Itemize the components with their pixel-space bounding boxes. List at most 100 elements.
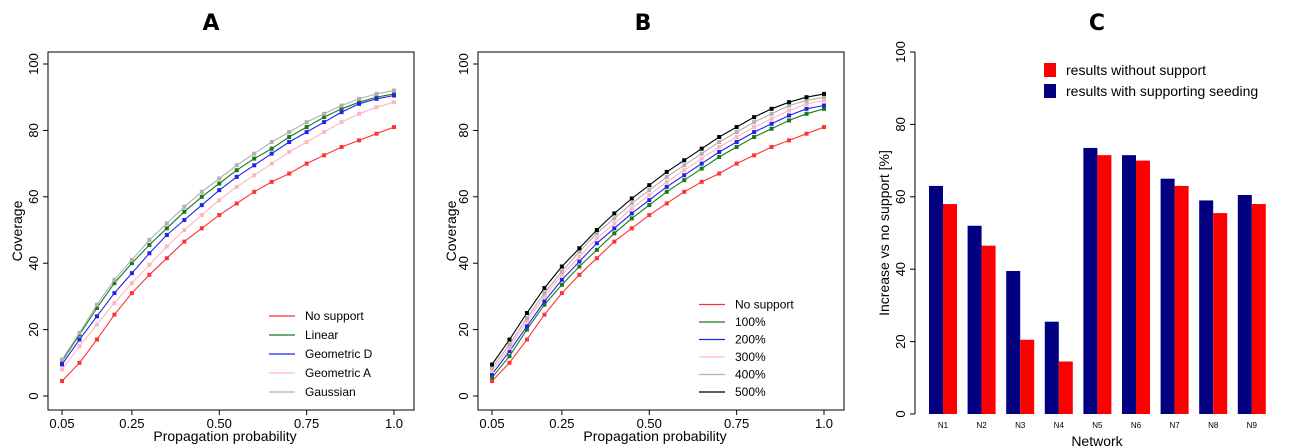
data-point	[787, 138, 792, 143]
data-point	[752, 135, 757, 140]
data-point	[357, 111, 362, 116]
data-point	[787, 113, 792, 118]
data-point	[199, 213, 204, 218]
data-point	[612, 239, 617, 244]
legend-label: 100%	[735, 315, 766, 329]
legend-label: 400%	[735, 368, 766, 382]
data-point	[559, 269, 564, 274]
data-point	[804, 101, 809, 106]
data-point	[647, 203, 652, 208]
x-tick-label: N4	[1054, 421, 1065, 430]
data-point	[164, 226, 169, 231]
data-point	[147, 237, 152, 242]
data-point	[182, 218, 187, 223]
data-point	[734, 125, 739, 130]
bar	[1160, 178, 1175, 414]
data-point	[682, 168, 687, 173]
data-point	[822, 95, 826, 100]
data-point	[524, 311, 529, 315]
bar	[1058, 361, 1073, 414]
series-line	[61, 90, 395, 360]
data-point	[234, 184, 239, 189]
legend-label: Linear	[305, 328, 338, 342]
data-point	[147, 262, 152, 267]
data-point	[612, 221, 617, 226]
data-point	[94, 322, 99, 327]
data-point	[734, 135, 739, 140]
data-point	[542, 286, 547, 291]
data-point	[269, 146, 274, 151]
data-point	[594, 256, 599, 261]
panel-c-x-axis: N1 N2 N3 N4 N5 N6 N7 N8 N9	[938, 421, 1258, 430]
data-point	[182, 228, 187, 232]
data-point	[304, 161, 309, 166]
data-point	[787, 118, 792, 123]
data-point	[717, 154, 722, 159]
y-tick-label: 20	[26, 322, 41, 336]
x-tick-label: 0.50	[207, 416, 232, 431]
data-point	[112, 277, 117, 282]
data-point	[822, 103, 826, 108]
data-point	[304, 130, 309, 135]
data-point	[77, 330, 82, 335]
bar	[967, 225, 982, 414]
data-point	[234, 201, 239, 206]
data-point	[664, 174, 669, 179]
legend-label: Gaussian	[305, 385, 356, 399]
data-point	[769, 126, 774, 131]
data-point	[164, 232, 169, 237]
x-tick-label: N3	[1015, 421, 1026, 430]
data-point	[392, 93, 396, 98]
data-point	[594, 228, 599, 232]
data-point	[682, 158, 687, 163]
series-line	[491, 104, 825, 375]
data-point	[699, 179, 704, 184]
bar	[1020, 339, 1035, 414]
data-point	[164, 244, 169, 249]
y-tick-label: 40	[456, 256, 471, 270]
bar	[1213, 213, 1228, 414]
data-point	[287, 130, 292, 135]
data-point	[612, 231, 617, 236]
data-point	[804, 131, 809, 136]
y-tick-label: 0	[893, 410, 908, 417]
data-point	[647, 213, 652, 218]
data-point	[339, 103, 344, 108]
data-point	[822, 91, 826, 96]
data-point	[559, 291, 564, 296]
x-tick-label: N9	[1247, 421, 1258, 430]
data-point	[490, 375, 494, 380]
data-point	[252, 156, 257, 161]
panel-a-x-axis-label: Propagation probability	[153, 428, 296, 444]
data-point	[304, 125, 309, 130]
data-point	[269, 140, 274, 145]
data-point	[374, 91, 379, 96]
data-point	[804, 111, 809, 116]
data-point	[629, 226, 634, 231]
series-line	[491, 126, 825, 382]
data-point	[217, 198, 222, 203]
data-point	[769, 111, 774, 116]
data-point	[234, 168, 239, 173]
panel-b-x-axis: 0.05 0.25 0.50 0.75 1.0	[479, 410, 833, 431]
data-point	[752, 120, 757, 125]
data-point	[269, 179, 274, 184]
x-tick-label: N7	[1169, 421, 1180, 430]
data-point	[717, 171, 722, 176]
data-point	[542, 312, 547, 317]
data-point	[287, 140, 292, 145]
data-point	[787, 103, 792, 108]
legend-label: 300%	[735, 350, 766, 364]
legend-label: Geometric A	[305, 366, 371, 380]
data-point	[804, 106, 809, 111]
x-tick-label: 0.05	[479, 416, 504, 431]
data-point	[769, 121, 774, 126]
data-point	[392, 100, 396, 105]
data-point	[542, 302, 547, 307]
x-tick-label: N6	[1131, 421, 1142, 430]
data-point	[304, 140, 309, 145]
panel-b-y-axis-label: Coverage	[443, 200, 459, 261]
data-point	[490, 365, 494, 370]
panel-c-bars	[929, 147, 1266, 415]
data-point	[682, 178, 687, 183]
